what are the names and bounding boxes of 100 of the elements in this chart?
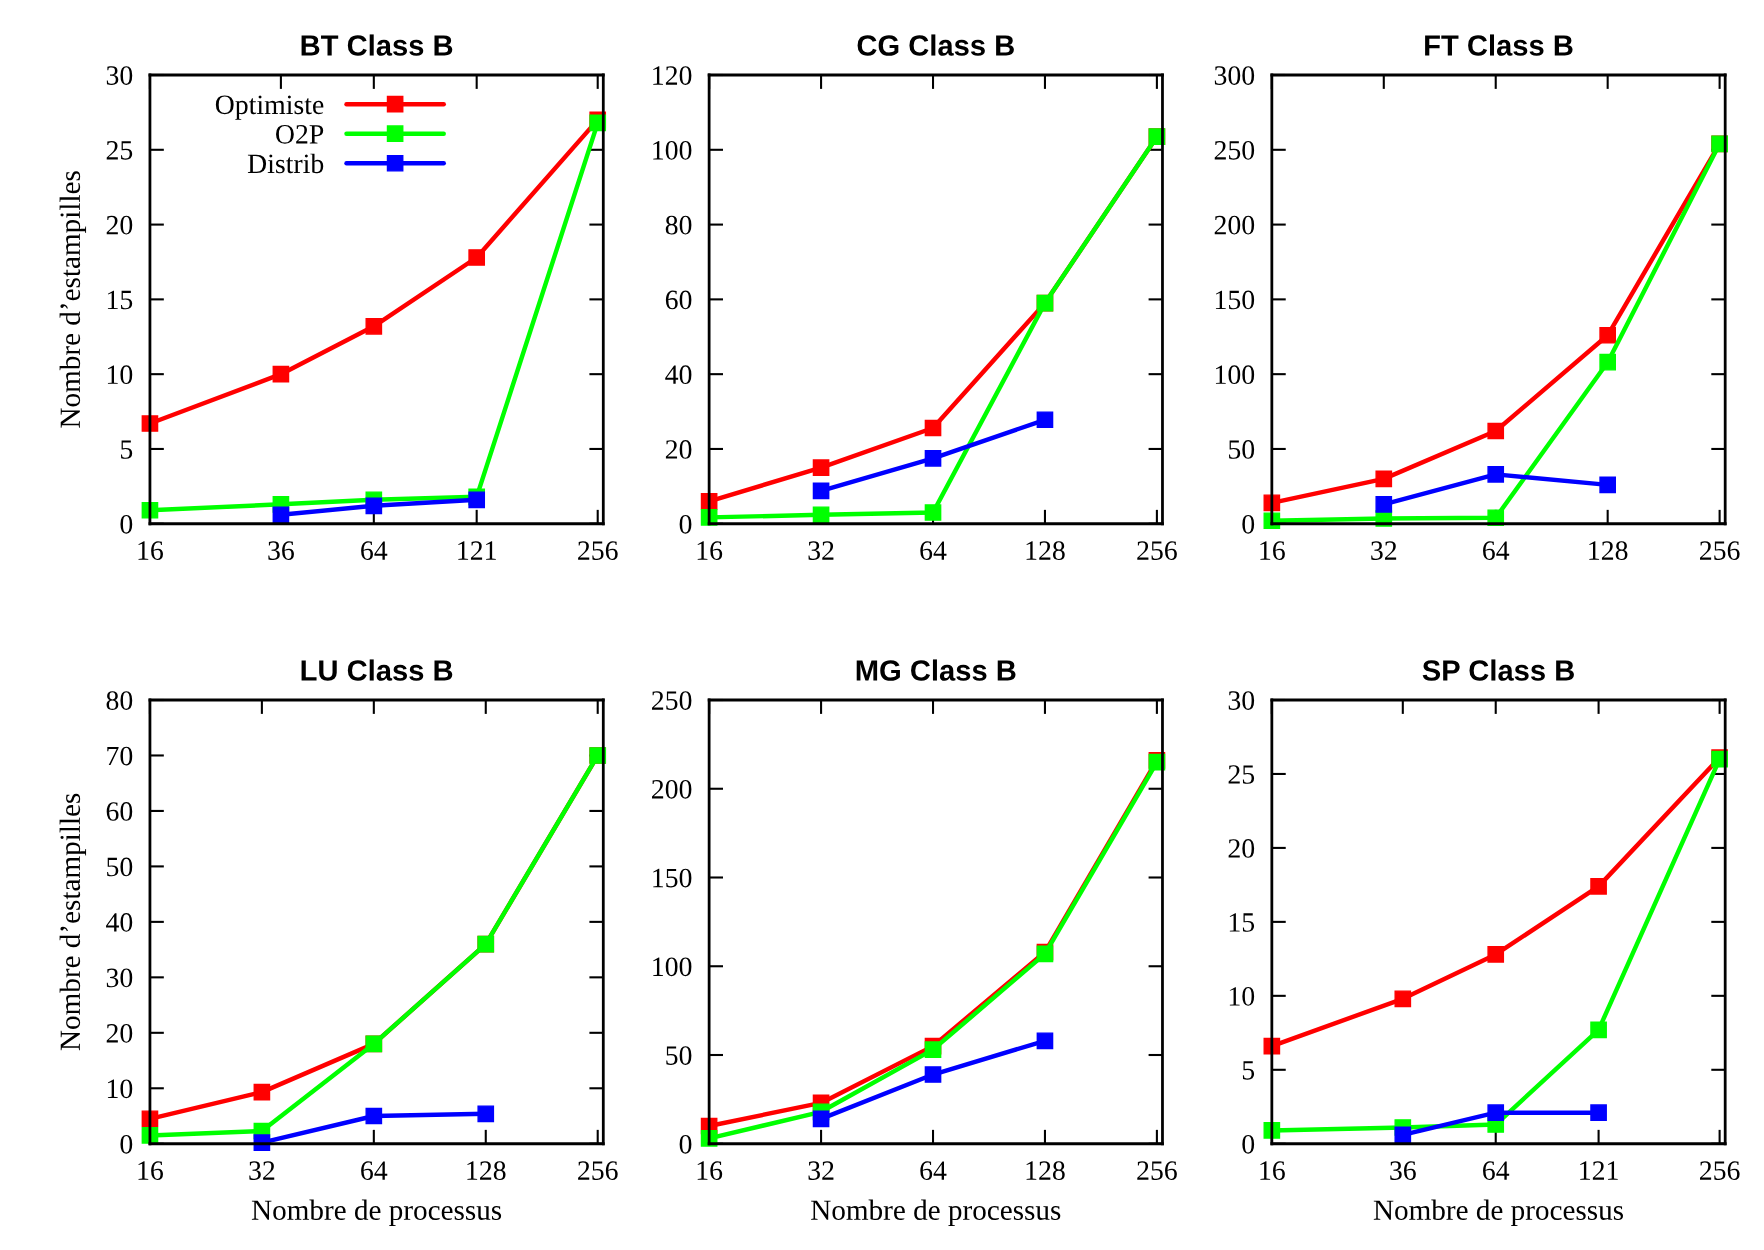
x-tick-label: 16 — [138, 1161, 163, 1180]
y-tick-label: 30 — [106, 968, 133, 988]
point — [1375, 495, 1393, 513]
x-tick-label: 256 — [578, 1161, 618, 1180]
chart-title: LU Class B — [301, 659, 453, 681]
point — [924, 449, 942, 467]
y-tick-label: 0 — [1242, 514, 1255, 534]
x-tick-label: 16 — [697, 541, 723, 560]
y-tick-label: 0 — [120, 514, 133, 534]
point — [812, 506, 830, 524]
y-tick-label: 80 — [106, 691, 133, 710]
x-tick-label: 64 — [361, 541, 388, 560]
x-tick-label: 128 — [1026, 541, 1065, 560]
x-tick-label: 121 — [1580, 1161, 1618, 1180]
x-tick-label: 32 — [1371, 541, 1397, 560]
x-tick-label: 64 — [1483, 541, 1510, 560]
point — [924, 504, 942, 521]
y-tick-label: 25 — [1228, 765, 1255, 784]
point — [924, 1066, 942, 1083]
y-tick-label: 20 — [1228, 839, 1255, 858]
x-tick-label: 256 — [1137, 541, 1177, 560]
point — [1036, 411, 1054, 429]
x-tick-label: 64 — [361, 1161, 388, 1180]
y-tick-label: 5 — [121, 440, 133, 459]
point — [924, 419, 942, 437]
x-tick-label: 64 — [920, 541, 947, 560]
point — [253, 1083, 271, 1101]
y-tick-label: 30 — [1228, 691, 1255, 710]
x-tick-label: 121 — [458, 541, 496, 560]
point — [1599, 476, 1617, 494]
point — [924, 1041, 942, 1059]
chart-title: CG Class B — [857, 34, 1014, 56]
x-tick-label: 36 — [268, 541, 294, 560]
legend-label: Distrib — [247, 153, 324, 174]
x-axis-title: Nombre de processus — [1373, 1199, 1623, 1226]
legend-label: O2P — [276, 125, 324, 144]
y-tick-label: 10 — [107, 1079, 133, 1099]
y-tick-label: 100 — [653, 957, 692, 977]
x-axis-title: Nombre de processus — [251, 1199, 502, 1226]
y-tick-label: 10 — [107, 365, 133, 385]
y-tick-label: 300 — [1214, 66, 1255, 85]
point — [812, 482, 830, 500]
x-tick-label: 256 — [1700, 541, 1740, 560]
point — [477, 1105, 495, 1123]
x-tick-label: 256 — [578, 541, 618, 560]
y-tick-label: 100 — [653, 140, 692, 160]
chart-title: SP Class B — [1422, 659, 1574, 681]
y-tick-label: 150 — [653, 868, 692, 888]
x-tick-label: 32 — [808, 541, 834, 560]
y-tick-label: 0 — [679, 514, 692, 534]
y-tick-label: 200 — [1214, 215, 1255, 235]
y-tick-label: 100 — [1215, 365, 1255, 385]
x-tick-label: 128 — [1026, 1161, 1065, 1180]
y-tick-label: 150 — [1215, 290, 1255, 310]
y-tick-label: 60 — [106, 802, 133, 821]
point — [1599, 353, 1617, 371]
point — [812, 459, 830, 476]
y-tick-label: 5 — [1242, 1061, 1255, 1080]
x-tick-label: 256 — [1700, 1161, 1740, 1180]
y-tick-label: 250 — [1214, 140, 1255, 160]
chart-title: MG Class B — [856, 659, 1016, 681]
x-tick-label: 16 — [1260, 1161, 1285, 1180]
x-tick-label: 16 — [697, 1161, 723, 1180]
point — [365, 1107, 383, 1125]
point — [1036, 1032, 1054, 1050]
point — [1375, 470, 1393, 488]
x-tick-label: 36 — [1390, 1161, 1416, 1180]
y-tick-label: 0 — [1242, 1134, 1255, 1154]
y-tick-label: 40 — [106, 913, 133, 932]
x-tick-label: 64 — [1483, 1161, 1510, 1180]
y-axis-title: Nombre d’estampilles — [59, 793, 87, 1051]
y-tick-label: 20 — [106, 1023, 133, 1043]
y-tick-label: 70 — [107, 746, 133, 766]
x-axis-title: Nombre de processus — [811, 1199, 1061, 1226]
x-tick-label: 32 — [249, 1161, 275, 1180]
y-tick-label: 0 — [679, 1134, 692, 1154]
x-tick-label: 128 — [467, 1161, 506, 1180]
point — [1487, 422, 1505, 440]
point — [812, 1110, 830, 1128]
y-tick-label: 120 — [653, 66, 692, 85]
y-tick-label: 10 — [1229, 987, 1255, 1006]
point — [1599, 326, 1617, 344]
y-tick-label: 50 — [1229, 440, 1255, 459]
y-tick-label: 60 — [665, 290, 692, 310]
y-tick-label: 0 — [120, 1134, 133, 1154]
x-tick-label: 64 — [920, 1161, 947, 1180]
y-tick-label: 40 — [665, 365, 692, 385]
y-tick-label: 200 — [652, 779, 692, 799]
x-tick-label: 16 — [1260, 541, 1285, 560]
x-tick-label: 256 — [1137, 1161, 1177, 1180]
y-tick-label: 15 — [1229, 913, 1255, 932]
y-tick-label: 25 — [106, 141, 133, 160]
y-tick-label: 20 — [106, 215, 133, 235]
x-tick-label: 128 — [1589, 541, 1628, 560]
legend-label: Optimiste — [215, 95, 324, 120]
chart-title: FT Class B — [1425, 34, 1573, 56]
y-tick-label: 30 — [106, 66, 133, 85]
x-tick-label: 32 — [808, 1161, 834, 1180]
y-tick-label: 15 — [107, 290, 133, 310]
y-tick-label: 50 — [666, 1046, 692, 1065]
